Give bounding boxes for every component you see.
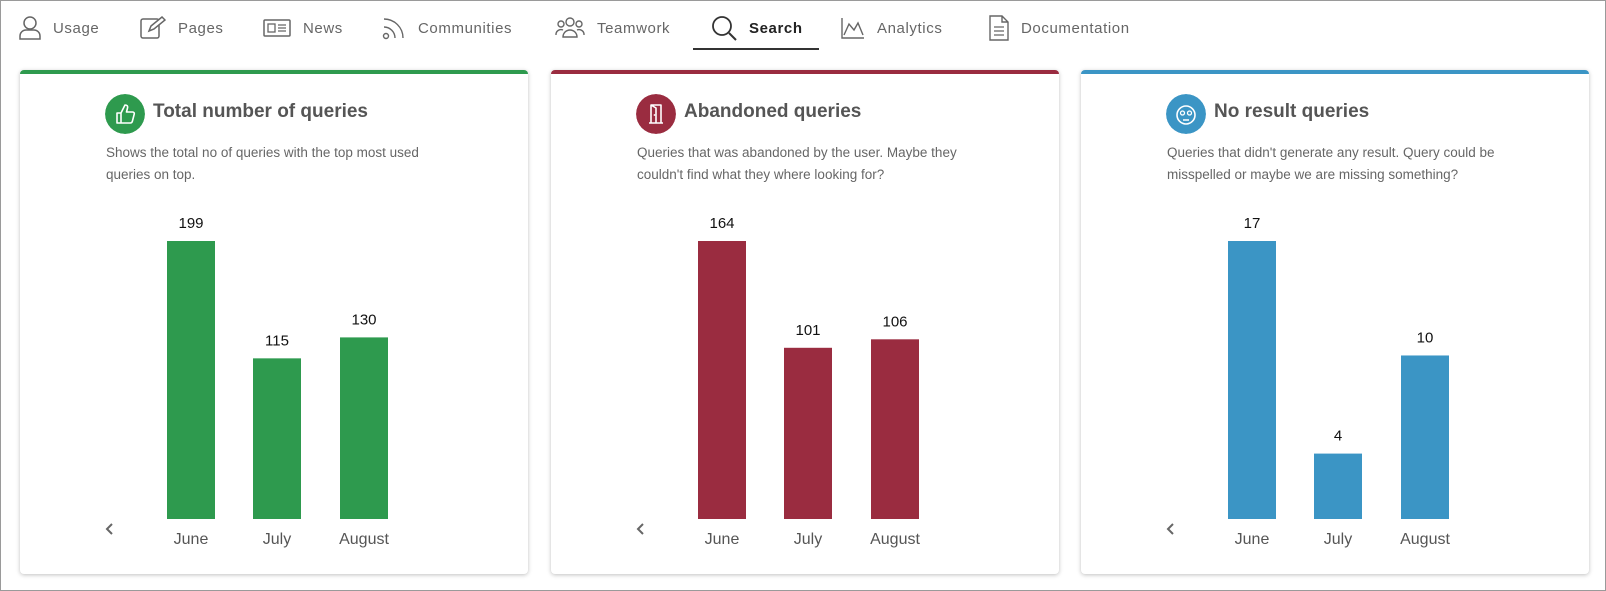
bar	[871, 339, 919, 519]
bar	[253, 358, 301, 519]
bar	[1228, 241, 1276, 519]
bar	[167, 241, 215, 519]
tab[interactable]: Pages	[140, 10, 224, 46]
card-description: Queries that didn't generate any result.…	[1167, 145, 1495, 182]
icon	[989, 15, 1009, 41]
bar	[1401, 355, 1449, 519]
x-tick-label: July	[794, 531, 822, 548]
tab[interactable]: Documentation	[989, 10, 1130, 46]
data-label: 199	[178, 215, 203, 232]
bar-chart: 199 June 115 July 130 August	[167, 215, 389, 548]
bar	[784, 347, 832, 519]
data-label: 10	[1417, 329, 1434, 346]
bar-chart: 164 June 101 July 106 August	[698, 215, 920, 548]
x-tick-label: July	[263, 531, 291, 548]
tab-label: Usage	[53, 19, 100, 37]
bar	[698, 241, 746, 519]
bar	[340, 337, 388, 519]
card-icon	[105, 94, 145, 134]
prev-button[interactable]	[104, 522, 116, 536]
tab[interactable]: News	[263, 10, 343, 46]
tab[interactable]: Communities	[382, 10, 512, 46]
x-tick-label: August	[870, 531, 920, 548]
x-tick-label: July	[1324, 531, 1352, 548]
chart-card: Total number of queries Shows the total …	[20, 70, 528, 574]
data-label: 164	[709, 215, 734, 232]
tab-label: Analytics	[877, 19, 943, 37]
icon	[263, 19, 291, 37]
x-tick-label: June	[174, 531, 209, 548]
tab-label: Teamwork	[597, 19, 671, 37]
card-accent	[1081, 70, 1589, 74]
prev-button[interactable]	[1165, 522, 1177, 536]
tab-label: Search	[749, 19, 803, 37]
bar-chart: 17 June 4 July 10 August	[1228, 215, 1450, 548]
tab[interactable]: Analytics	[841, 10, 942, 46]
card-icon	[1166, 94, 1206, 134]
card-description: Shows the total no of queries with the t…	[106, 145, 419, 182]
icon	[841, 18, 864, 39]
card-accent	[20, 70, 528, 74]
icon	[712, 16, 737, 41]
x-tick-label: June	[705, 531, 740, 548]
data-label: 130	[351, 311, 376, 328]
card-accent	[551, 70, 1059, 74]
data-label: 106	[882, 313, 907, 330]
x-tick-label: August	[339, 531, 389, 548]
chart-card: No result queries Queries that didn't ge…	[1081, 70, 1589, 574]
chart-card: Abandoned queries Queries that was aband…	[551, 70, 1059, 574]
tab-label: News	[303, 19, 343, 37]
tab[interactable]: Usage	[19, 10, 99, 46]
icon	[19, 16, 41, 40]
card-title: No result queries	[1214, 101, 1370, 122]
card-title: Total number of queries	[153, 101, 369, 122]
data-label: 4	[1334, 428, 1342, 445]
data-label: 101	[795, 322, 820, 339]
tab-label: Documentation	[1021, 19, 1130, 37]
active-tab-indicator	[693, 48, 819, 50]
card-title: Abandoned queries	[684, 101, 862, 122]
icon	[382, 18, 404, 40]
tab-label: Communities	[418, 19, 513, 37]
tab-label: Pages	[178, 19, 224, 37]
data-label: 17	[1244, 215, 1261, 232]
x-tick-label: June	[1235, 531, 1270, 548]
icon	[555, 17, 585, 38]
bar	[1314, 453, 1362, 519]
tab[interactable]: Teamwork	[555, 10, 670, 46]
card-description: Queries that was abandoned by the user. …	[637, 145, 957, 182]
x-tick-label: August	[1400, 531, 1450, 548]
icon	[140, 16, 166, 39]
prev-button[interactable]	[635, 522, 647, 536]
card-icon	[636, 94, 676, 134]
tab[interactable]: Search	[711, 10, 803, 46]
data-label: 115	[265, 332, 289, 349]
